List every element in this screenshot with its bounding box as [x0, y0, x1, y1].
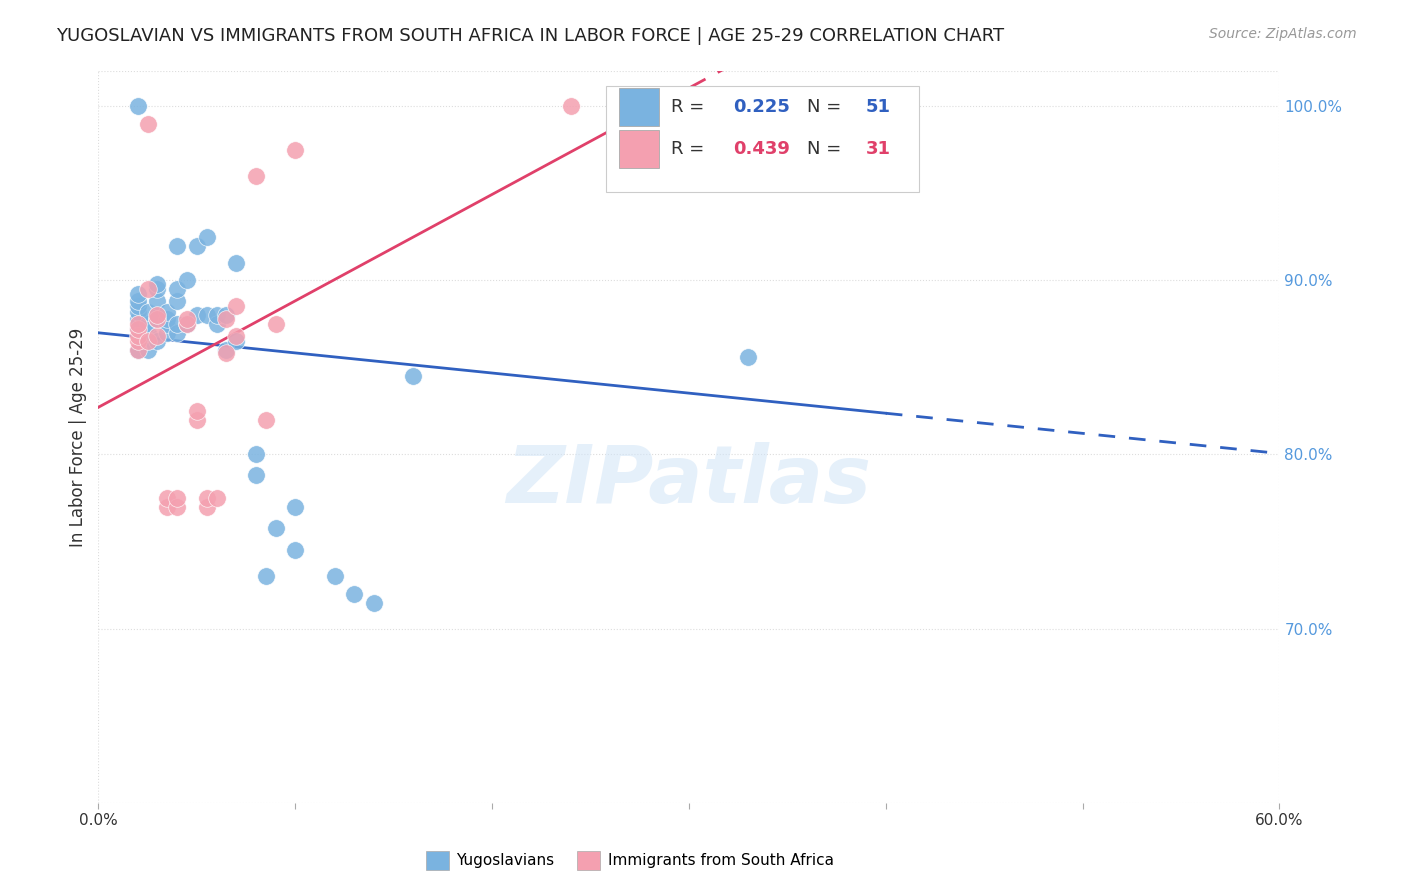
Text: 0.225: 0.225	[733, 98, 790, 116]
Point	[127, 311, 149, 326]
Point	[127, 322, 149, 336]
Point	[264, 521, 287, 535]
Text: 31: 31	[866, 140, 891, 158]
Point	[254, 569, 277, 583]
Point	[195, 500, 218, 514]
Point	[127, 294, 149, 309]
Point	[205, 491, 228, 505]
Point	[146, 311, 169, 326]
Point	[166, 238, 188, 252]
Point	[166, 500, 188, 514]
Point	[835, 99, 858, 113]
Point	[136, 304, 159, 318]
Point	[156, 326, 179, 340]
Point	[127, 300, 149, 314]
Text: ZIPatlas: ZIPatlas	[506, 442, 872, 520]
Text: YUGOSLAVIAN VS IMMIGRANTS FROM SOUTH AFRICA IN LABOR FORCE | AGE 25-29 CORRELATI: YUGOSLAVIAN VS IMMIGRANTS FROM SOUTH AFR…	[56, 27, 1004, 45]
Point	[127, 304, 149, 318]
Legend: Yugoslavians, Immigrants from South Africa: Yugoslavians, Immigrants from South Afri…	[420, 845, 839, 876]
Point	[225, 329, 247, 343]
Point	[176, 273, 198, 287]
Point	[195, 491, 218, 505]
Point	[146, 334, 169, 349]
Point	[176, 311, 198, 326]
Text: Source: ZipAtlas.com: Source: ZipAtlas.com	[1209, 27, 1357, 41]
Point	[323, 569, 346, 583]
Point	[215, 308, 238, 322]
Point	[127, 343, 149, 357]
Point	[215, 346, 238, 360]
Point	[146, 277, 169, 291]
Point	[737, 350, 759, 364]
Point	[146, 294, 169, 309]
Text: R =: R =	[671, 140, 710, 158]
Point	[343, 587, 366, 601]
Point	[156, 311, 179, 326]
Point	[127, 334, 149, 349]
Point	[264, 317, 287, 331]
Point	[176, 317, 198, 331]
Point	[127, 343, 149, 357]
Point	[254, 412, 277, 426]
Point	[225, 334, 247, 349]
Point	[146, 282, 169, 296]
Point	[560, 99, 582, 113]
Text: N =: N =	[807, 98, 846, 116]
FancyBboxPatch shape	[619, 130, 659, 168]
Point	[402, 369, 425, 384]
Point	[136, 117, 159, 131]
Point	[127, 329, 149, 343]
Point	[284, 143, 307, 157]
Text: N =: N =	[807, 140, 846, 158]
Point	[127, 322, 149, 336]
Point	[166, 294, 188, 309]
Point	[166, 326, 188, 340]
Point	[284, 543, 307, 558]
Y-axis label: In Labor Force | Age 25-29: In Labor Force | Age 25-29	[69, 327, 87, 547]
Point	[127, 287, 149, 301]
Point	[245, 448, 267, 462]
Point	[225, 256, 247, 270]
Point	[186, 404, 208, 418]
Point	[156, 500, 179, 514]
Point	[195, 229, 218, 244]
Point	[136, 334, 159, 349]
Point	[195, 308, 218, 322]
Point	[186, 238, 208, 252]
Point	[146, 329, 169, 343]
Text: 0.439: 0.439	[733, 140, 790, 158]
Point	[136, 343, 159, 357]
Point	[136, 326, 159, 340]
Point	[215, 343, 238, 357]
Point	[176, 317, 198, 331]
Point	[166, 491, 188, 505]
Point	[245, 169, 267, 183]
FancyBboxPatch shape	[619, 88, 659, 127]
Text: R =: R =	[671, 98, 710, 116]
Point	[186, 308, 208, 322]
Point	[136, 317, 159, 331]
Point	[225, 300, 247, 314]
Point	[127, 317, 149, 331]
Point	[205, 308, 228, 322]
Point	[146, 308, 169, 322]
Point	[127, 99, 149, 113]
Point	[156, 317, 179, 331]
Point	[166, 317, 188, 331]
Point	[186, 412, 208, 426]
Text: 51: 51	[866, 98, 891, 116]
Point	[205, 317, 228, 331]
Point	[156, 491, 179, 505]
Point	[136, 282, 159, 296]
Point	[127, 343, 149, 357]
FancyBboxPatch shape	[606, 86, 920, 192]
Point	[156, 304, 179, 318]
Point	[146, 311, 169, 326]
Point	[215, 311, 238, 326]
Point	[166, 282, 188, 296]
Point	[363, 595, 385, 609]
Point	[284, 500, 307, 514]
Point	[245, 468, 267, 483]
